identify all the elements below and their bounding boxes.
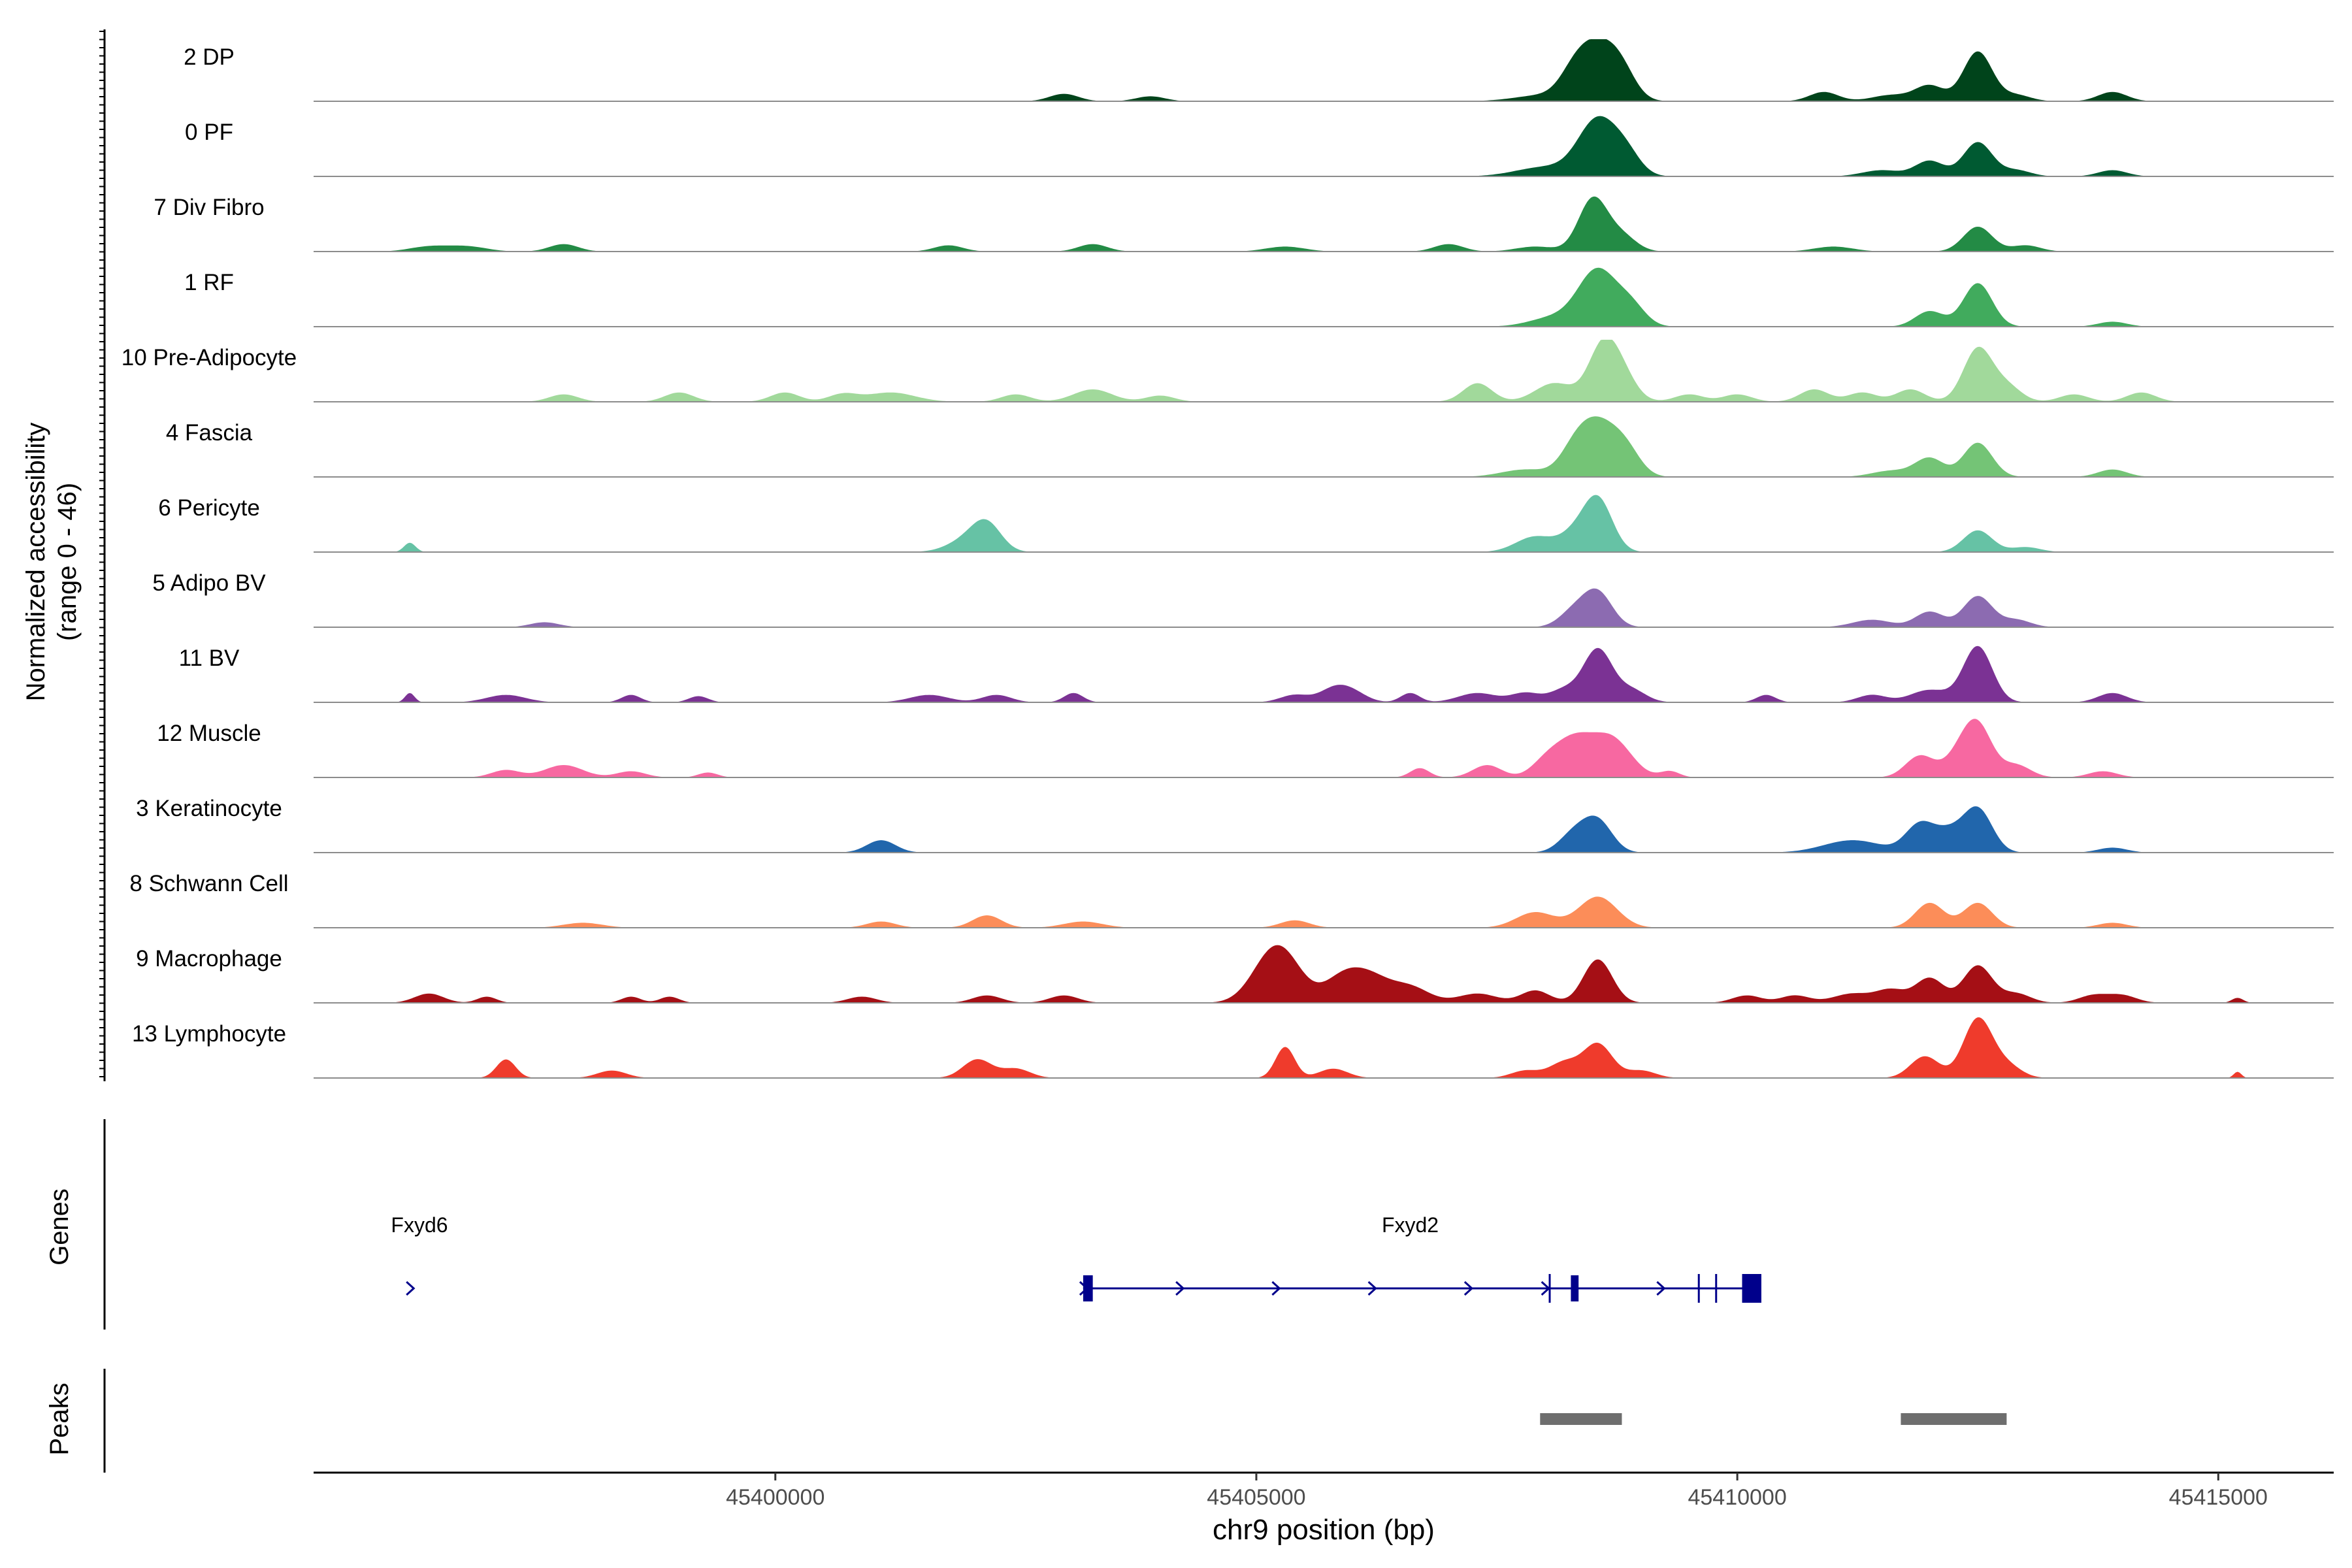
y-axis-title: Normalized accessibility (range 0 - 46) <box>22 423 82 702</box>
track-label: 3 Keratinocyte <box>136 796 282 821</box>
track-area <box>314 645 2334 702</box>
gene-fxyd2-strand-chevron <box>1367 1281 1377 1296</box>
x-axis-tick-label: 45410000 <box>1688 1485 1786 1510</box>
track-label: 6 Pericyte <box>158 495 260 521</box>
gene-label-fxyd6: Fxyd6 <box>391 1213 448 1237</box>
peak-region-bar <box>1540 1413 1622 1425</box>
gene-fxyd2-strand-chevron <box>1463 1281 1474 1296</box>
gene-fxyd2-strand-chevron <box>1175 1281 1185 1296</box>
track-area <box>314 806 2334 853</box>
track-2-dp: 2 DP <box>184 39 2334 102</box>
track-area <box>314 196 2334 252</box>
track-area <box>314 896 2334 928</box>
track-label: 8 Schwann Cell <box>129 871 288 896</box>
track-11-bv: 11 BV <box>179 645 2334 703</box>
x-axis-tick-label: 45415000 <box>2169 1485 2268 1510</box>
track-8-schwann-cell: 8 Schwann Cell <box>129 871 2334 928</box>
track-label: 0 PF <box>185 120 233 145</box>
track-label: 9 Macrophage <box>136 946 282 972</box>
track-7-div-fibro: 7 Div Fibro <box>154 195 2334 252</box>
track-area <box>314 719 2334 777</box>
track-10-pre-adipocyte: 10 Pre-Adipocyte <box>122 340 2334 402</box>
y-axis-ticks <box>99 31 105 1077</box>
track-label: 12 Muscle <box>157 721 261 746</box>
track-9-macrophage: 9 Macrophage <box>136 945 2334 1004</box>
gene-fxyd2-exon <box>1742 1274 1761 1303</box>
x-axis-tick-label: 45405000 <box>1207 1485 1305 1510</box>
gene-label-fxyd2: Fxyd2 <box>1382 1213 1439 1237</box>
peaks-track <box>1540 1413 2007 1425</box>
track-13-lymphocyte: 13 Lymphocyte <box>132 1017 2334 1079</box>
genes-track: Fxyd6 Fxyd2 <box>391 1213 1761 1303</box>
track-area <box>314 267 2334 327</box>
track-area <box>314 945 2334 1003</box>
y-axis-title-line2: (range 0 - 46) <box>53 483 82 641</box>
gene-fxyd2-strand-chevron <box>1271 1281 1281 1296</box>
peak-region-bar <box>1901 1413 2007 1425</box>
track-label: 5 Adipo BV <box>152 570 266 596</box>
genes-panel-label: Genes <box>45 1188 74 1266</box>
gene-fxyd2-exon <box>1571 1275 1579 1301</box>
peaks-panel-label: Peaks <box>45 1382 74 1455</box>
track-3-keratinocyte: 3 Keratinocyte <box>136 796 2334 853</box>
gene-fxyd2-strand-chevron <box>1656 1281 1666 1296</box>
track-0-pf: 0 PF <box>185 116 2334 177</box>
track-area <box>314 588 2334 627</box>
y-axis-title-line1: Normalized accessibility <box>22 423 50 702</box>
track-area <box>314 495 2334 552</box>
x-axis-tick-label: 45400000 <box>726 1485 825 1510</box>
track-label: 1 RF <box>184 270 234 295</box>
gene-fxyd6-strand-chevron <box>406 1281 416 1296</box>
track-label: 13 Lymphocyte <box>132 1021 286 1047</box>
track-4-fascia: 4 Fascia <box>166 416 2334 478</box>
track-5-adipo-bv: 5 Adipo BV <box>152 570 2334 628</box>
track-label: 4 Fascia <box>166 420 253 446</box>
track-area <box>314 416 2334 477</box>
track-label: 10 Pre-Adipocyte <box>122 345 297 370</box>
track-area <box>314 340 2334 402</box>
track-label: 2 DP <box>184 44 235 70</box>
track-area <box>314 39 2334 101</box>
track-area <box>314 116 2334 176</box>
track-area <box>314 1017 2334 1078</box>
track-1-rf: 1 RF <box>184 267 2334 327</box>
track-label: 11 BV <box>179 645 240 671</box>
track-12-muscle: 12 Muscle <box>157 719 2334 778</box>
track-6-pericyte: 6 Pericyte <box>158 495 2334 553</box>
gene-fxyd2-exon <box>1083 1275 1093 1301</box>
x-axis-title: chr9 position (bp) <box>1213 1514 1435 1546</box>
x-axis: 45400000 45405000 45410000 45415000 <box>726 1473 2268 1510</box>
accessibility-tracks: 2 DP 0 PF 7 Div Fibro 1 RF 10 Pre-Adipocyte 4… <box>122 39 2334 1079</box>
track-label: 7 Div Fibro <box>154 195 264 220</box>
